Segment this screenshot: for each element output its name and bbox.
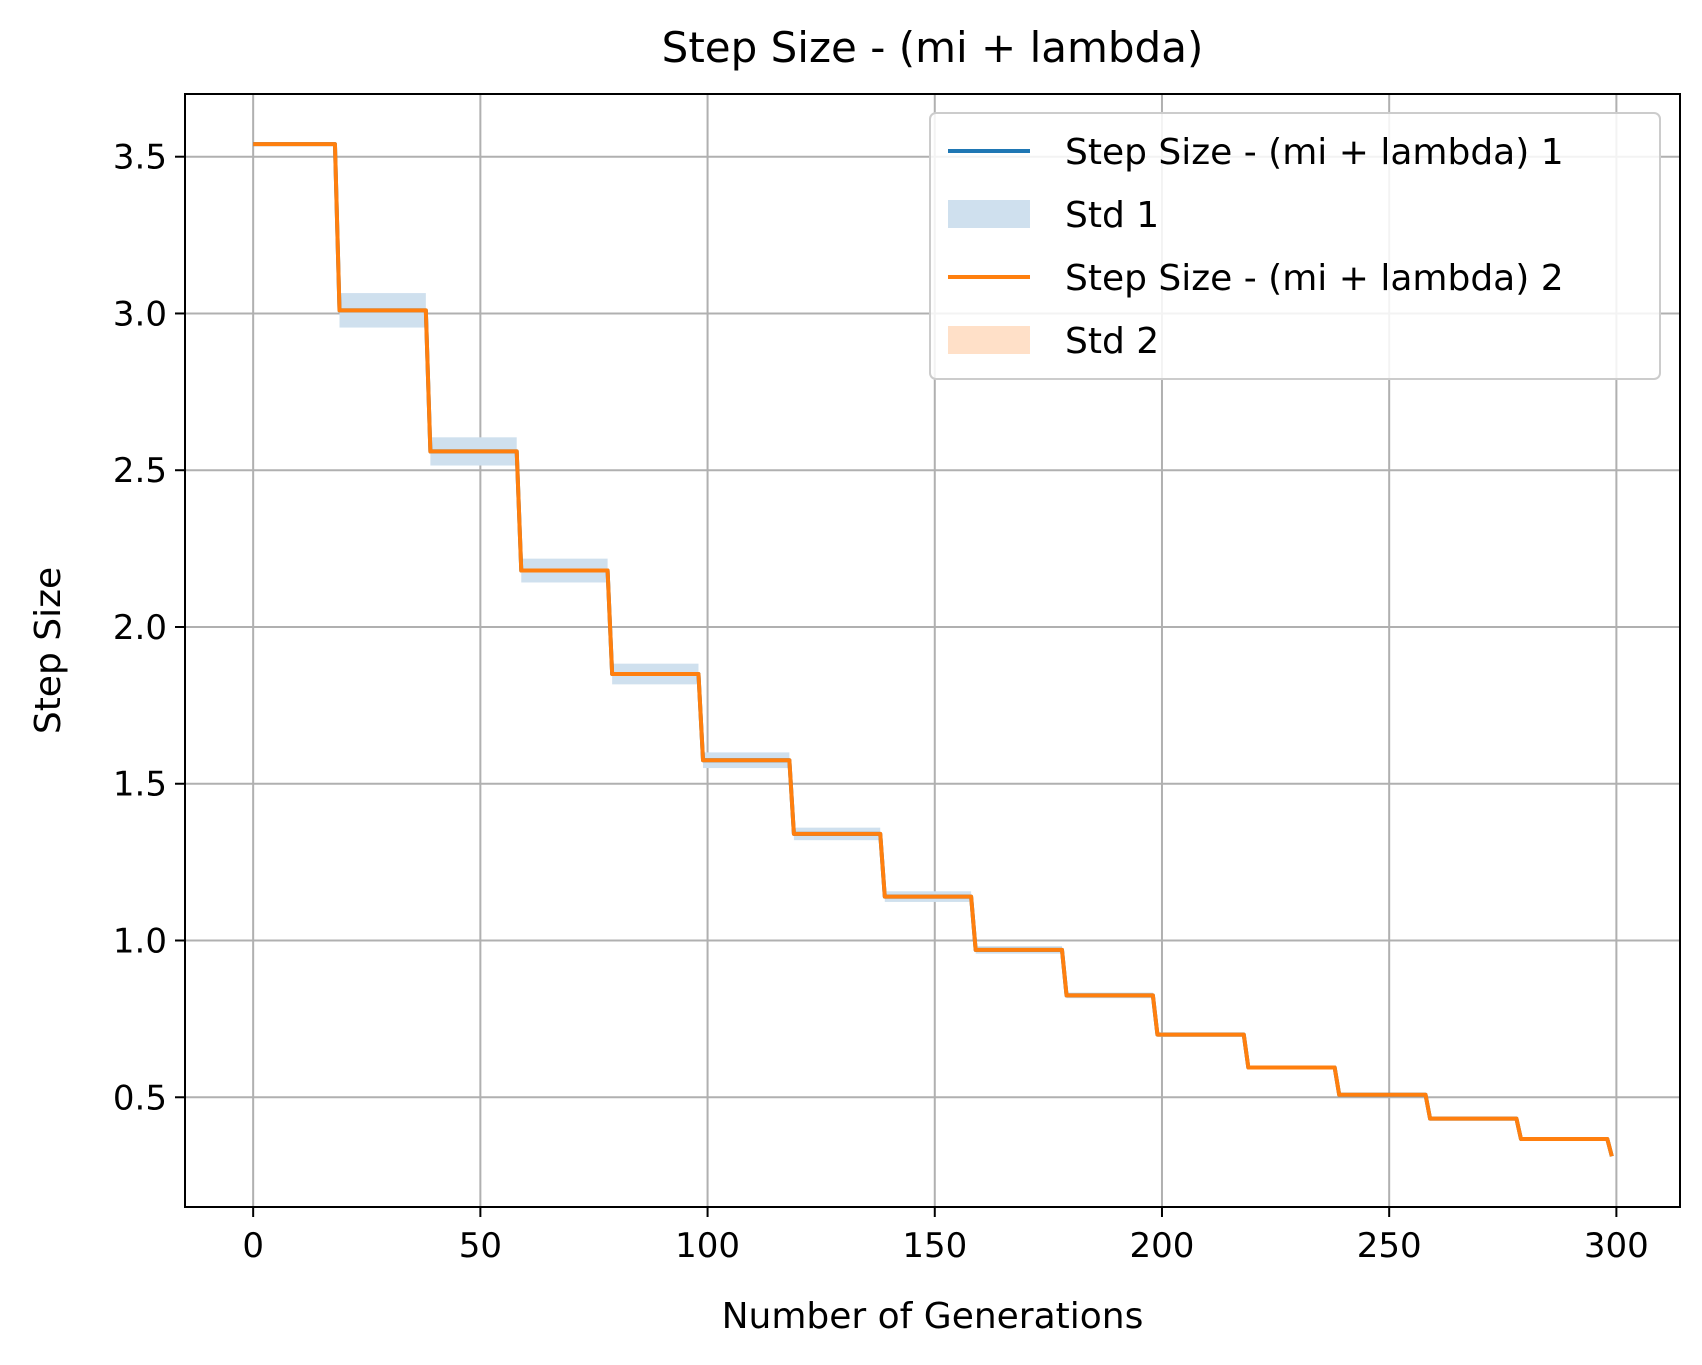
x-tick-label: 50 — [459, 1226, 502, 1266]
y-axis-title: Step Size — [28, 567, 69, 734]
legend-label: Std 2 — [1065, 321, 1159, 362]
y-tick-label: 3.5 — [113, 138, 167, 178]
y-tick-label: 2.5 — [113, 451, 167, 491]
x-tick-label: 0 — [242, 1226, 264, 1266]
plot-frame — [184, 93, 1681, 1208]
y-tick-label: 3.0 — [113, 294, 167, 334]
legend-label: Step Size - (mi + lambda) 2 — [1065, 258, 1564, 299]
axis-ticks: 0 50 100 150 200 250 300 0.5 1.0 1.5 2.0 2.5 3.0 3.5 — [113, 138, 1649, 1266]
x-tick-label: 150 — [902, 1226, 967, 1266]
chart-title: Step Size - (mi + lambda) — [662, 23, 1204, 72]
series-line — [253, 142, 1614, 1157]
legend-band-swatch — [948, 326, 1030, 354]
legend-label: Step Size - (mi + lambda) 1 — [1065, 132, 1564, 173]
y-tick-label: 1.0 — [113, 922, 167, 962]
x-tick-label: 100 — [675, 1226, 740, 1266]
legend: Step Size - (mi + lambda) 1 Std 1 Step Siz… — [929, 112, 1661, 380]
x-tick-label: 300 — [1584, 1226, 1649, 1266]
x-axis-title: Number of Generations — [722, 1296, 1144, 1337]
y-tick-label: 1.5 — [113, 765, 167, 805]
legend-box — [929, 112, 1661, 380]
legend-label: Std 1 — [1065, 195, 1159, 236]
series-lines — [253, 142, 1614, 1157]
y-tick-label: 2.0 — [113, 608, 167, 648]
legend-band-swatch — [948, 200, 1030, 228]
x-tick-label: 200 — [1130, 1226, 1195, 1266]
x-tick-label: 250 — [1357, 1226, 1422, 1266]
y-tick-label: 0.5 — [113, 1078, 167, 1118]
